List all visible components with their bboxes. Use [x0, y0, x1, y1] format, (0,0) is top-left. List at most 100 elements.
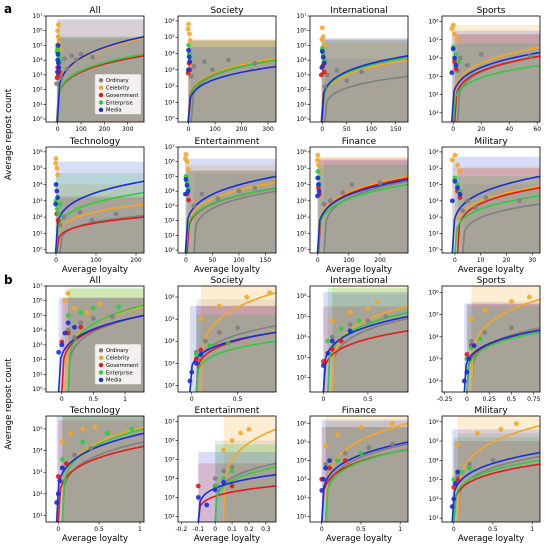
- fit-line-media: [316, 178, 408, 253]
- data-point-ordinary: [236, 188, 242, 194]
- y-tick-label: 10⁵: [296, 439, 307, 446]
- confidence-band-celebrity: [321, 42, 408, 122]
- subplot-a-finance: Finance 10⁰ 10¹ 10² 10³ 10⁴ 10⁵ 10⁶ 0 100 200Avera…: [296, 137, 409, 275]
- fit-line-enterprise: [453, 459, 540, 522]
- y-tick-label: 10³: [296, 72, 307, 79]
- subplot-content: [319, 416, 408, 522]
- fit-line-government: [197, 485, 276, 522]
- subplot-title: Sports: [477, 276, 506, 286]
- y-axis-label: Average repost count: [4, 358, 14, 450]
- y-tick-label: 10³: [32, 72, 43, 79]
- x-tick-label: 0: [320, 126, 324, 133]
- data-point-media: [320, 363, 326, 368]
- data-point-ordinary: [252, 60, 258, 66]
- fit-line-enterprise: [324, 448, 408, 522]
- subplot-b-entertainment: Entertainment 10² 10³ 10⁴ 10⁵ 10⁶ 10⁷ -0.2 -0.1 0…: [164, 406, 277, 544]
- fit-line-enterprise: [452, 64, 540, 122]
- y-tick-label: 10⁷: [32, 13, 43, 20]
- legend-marker-media: [98, 107, 104, 113]
- subplot-title: Entertainment: [195, 406, 260, 416]
- data-point-ordinary: [457, 55, 463, 61]
- fit-line-ordinary: [323, 75, 408, 122]
- y-tick-label: 10³: [32, 469, 43, 476]
- data-point-ordinary: [469, 338, 474, 344]
- y-tick-label: 10⁵: [32, 42, 43, 49]
- y-tick-label: 10³: [296, 354, 307, 361]
- subplot-b-finance: Finance 10¹ 10² 10³ 10⁴ 10⁵ 10⁶ 0 0.5 1 Average lo…: [296, 406, 409, 544]
- y-tick-label: 10⁶: [296, 293, 307, 300]
- legend-marker-enterprise: [98, 370, 104, 375]
- y-tick-label: 10⁵: [164, 316, 175, 323]
- data-point-media: [453, 62, 459, 68]
- x-tick-label: 50: [209, 257, 217, 264]
- subplot-b-sports: Sports 10² 10³ 10⁴ 10⁵ 10⁶ -0.25 0 0.25 0.5 0.75: [428, 276, 540, 403]
- data-point-media: [198, 352, 204, 357]
- data-point-ordinary: [91, 315, 96, 321]
- fit-line-enterprise: [454, 195, 540, 253]
- data-point-celebrity: [186, 31, 192, 37]
- data-point-ordinary: [229, 464, 235, 470]
- data-point-celebrity: [92, 424, 98, 430]
- subplot-frame: [177, 415, 277, 523]
- x-tick-label: -0.1: [192, 526, 204, 533]
- data-point-celebrity: [347, 310, 353, 315]
- subplot-content: [449, 152, 540, 253]
- x-axis-label: Average loyalty: [458, 534, 524, 544]
- data-point-celebrity: [315, 157, 320, 163]
- data-point-ordinary: [235, 325, 240, 331]
- legend-label-government: Government: [106, 363, 138, 369]
- fit-line-media: [189, 331, 276, 392]
- x-tick-label: 0: [316, 257, 320, 264]
- legend-label-ordinary: Ordinary: [106, 348, 129, 354]
- data-point-government: [329, 346, 335, 352]
- y-tick-label: 10⁴: [32, 57, 43, 64]
- data-point-media: [319, 487, 325, 493]
- y-tick-label: 10²: [296, 375, 307, 382]
- data-point-enterprise: [104, 430, 110, 436]
- confidence-band-government: [457, 168, 540, 253]
- y-tick-label: 10⁴: [164, 338, 175, 345]
- data-point-media: [451, 496, 457, 502]
- x-axis-label: Average loyalty: [458, 265, 524, 275]
- y-tick-label: 10³: [428, 198, 439, 205]
- data-point-enterprise: [57, 201, 63, 207]
- y-tick-label: 10⁶: [32, 28, 43, 35]
- x-tick-label: 1: [530, 526, 534, 533]
- data-point-enterprise: [59, 456, 65, 462]
- subplot-frame: [45, 146, 145, 254]
- y-tick-label: 10⁵: [32, 312, 43, 319]
- x-tick-label: 100: [343, 257, 355, 264]
- data-point-ordinary: [216, 329, 222, 335]
- data-point-ordinary: [455, 473, 461, 479]
- y-tick-label: 10⁵: [296, 165, 307, 172]
- data-point-government: [464, 352, 470, 357]
- data-point-celebrity: [84, 310, 90, 315]
- subplot-frame: [45, 15, 145, 123]
- data-point-celebrity: [55, 172, 60, 178]
- data-point-ordinary: [212, 476, 218, 481]
- subplot-content: [185, 21, 276, 122]
- x-tick-label: 0.25: [483, 396, 497, 403]
- subplot-title: Society: [210, 6, 244, 16]
- subplot-frame: [177, 285, 277, 393]
- fit-line-media: [197, 473, 276, 522]
- y-tick-label: 10⁰: [32, 247, 43, 254]
- data-point-ordinary: [349, 182, 355, 187]
- data-point-celebrity: [221, 447, 227, 453]
- data-point-enterprise: [193, 352, 199, 357]
- x-tick-label: 0: [60, 396, 64, 403]
- x-tick-label: 0.1: [227, 526, 237, 533]
- y-tick-label: 10⁷: [32, 283, 43, 290]
- data-point-celebrity: [452, 152, 458, 158]
- x-tick-label: 1: [398, 526, 402, 533]
- y-tick-label: 10⁴: [296, 57, 307, 64]
- data-point-ordinary: [359, 69, 364, 75]
- data-point-celebrity: [450, 22, 456, 28]
- fit-line-media: [463, 329, 540, 392]
- data-point-media: [55, 491, 61, 497]
- y-tick-label: 10⁴: [428, 55, 439, 62]
- x-tick-label: 20: [477, 126, 485, 133]
- subplot-b-society: Society 10² 10³ 10⁴ 10⁵ 10⁶ 0 0.5: [164, 276, 277, 403]
- y-tick-label: 10⁰: [164, 247, 175, 254]
- data-point-ordinary: [509, 325, 514, 331]
